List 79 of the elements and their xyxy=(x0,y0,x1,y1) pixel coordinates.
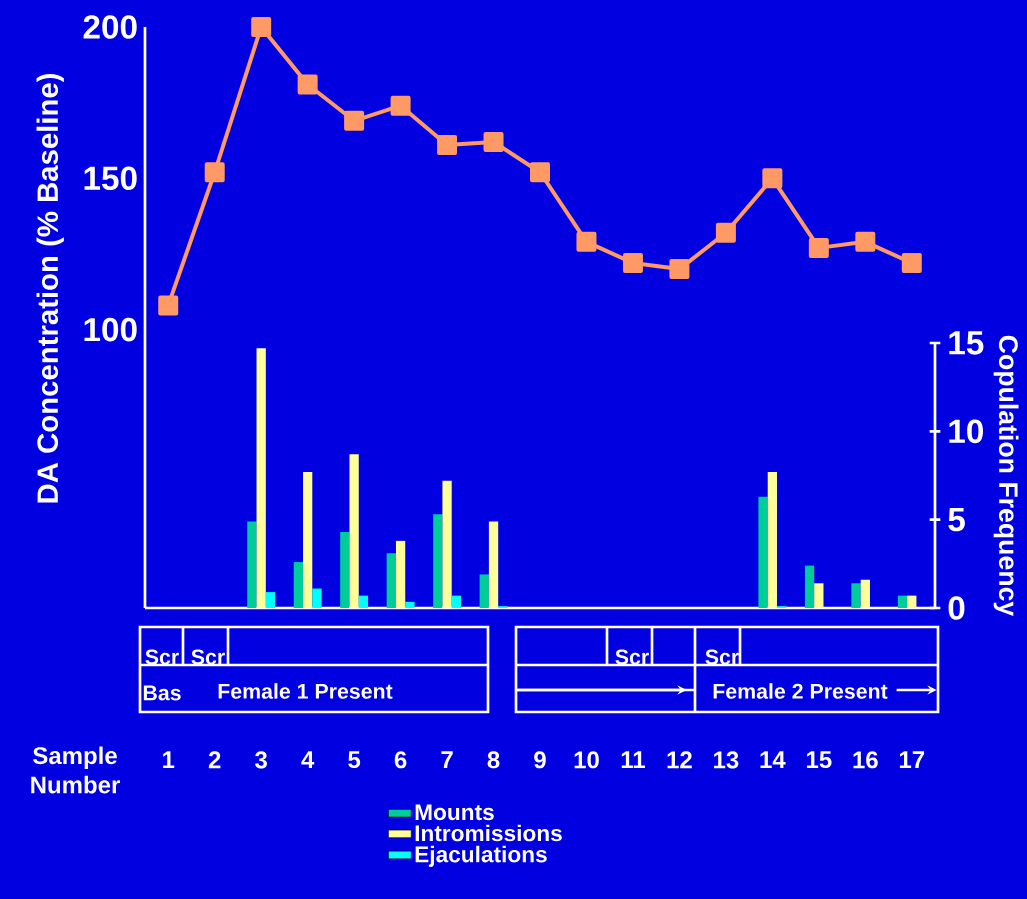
point xyxy=(390,95,411,116)
point xyxy=(344,110,365,131)
point xyxy=(901,253,922,274)
x-tick-label: 2 xyxy=(208,751,221,769)
bar xyxy=(767,471,778,608)
point xyxy=(251,16,272,37)
bar xyxy=(442,480,452,608)
x-tick-label: 5 xyxy=(348,751,361,769)
text: Scr xyxy=(145,649,179,665)
bar xyxy=(907,595,917,608)
bar xyxy=(897,595,908,608)
bar xyxy=(312,588,322,608)
x-tick-label: 16 xyxy=(853,751,878,769)
point xyxy=(576,231,597,252)
point xyxy=(762,168,783,189)
x-axis-title: Sample Number xyxy=(31,746,120,794)
bar xyxy=(758,496,768,608)
y-axis-title: DA Concentration (% Baseline) xyxy=(36,73,64,503)
point xyxy=(158,295,179,316)
bar xyxy=(814,583,824,608)
x-tick-label: 14 xyxy=(760,751,786,768)
point xyxy=(204,162,225,183)
text: Female 2 Present xyxy=(713,683,888,699)
y2-tick-label: 0 xyxy=(948,596,965,620)
point xyxy=(297,74,318,95)
point xyxy=(808,237,829,258)
legend-label: Intromissions xyxy=(415,824,562,842)
point xyxy=(855,231,876,252)
bar xyxy=(340,532,350,608)
text: Female 1 Present xyxy=(218,683,393,699)
x-tick-label: 9 xyxy=(534,751,546,769)
bar xyxy=(386,553,396,608)
text: Scr xyxy=(705,649,739,665)
x-tick-label: 15 xyxy=(806,751,832,769)
x-tick-label: 13 xyxy=(714,751,739,769)
bar xyxy=(488,521,499,608)
bar xyxy=(293,562,303,608)
bar xyxy=(851,583,861,608)
x-tick-label: 12 xyxy=(667,751,692,769)
legend-label: Mounts xyxy=(415,804,494,821)
point xyxy=(669,259,690,280)
x-tick-label: 6 xyxy=(394,751,407,769)
y2-axis-title: Copulation Frequency xyxy=(993,335,1019,617)
bar xyxy=(479,574,489,608)
bar xyxy=(256,348,266,608)
y2-tick-label: 15 xyxy=(949,331,984,355)
bar xyxy=(405,601,415,608)
bar xyxy=(804,565,815,608)
text: Scr xyxy=(615,649,649,665)
x-tick-label: 11 xyxy=(621,751,645,768)
bar xyxy=(247,521,257,608)
point xyxy=(437,135,458,155)
bar xyxy=(395,540,406,608)
text: Bas xyxy=(143,685,181,701)
y-tick-label: 100 xyxy=(84,317,137,342)
y2-tick-label: 10 xyxy=(949,419,983,444)
legend-label: Ejaculations xyxy=(415,845,547,867)
point xyxy=(530,162,551,183)
x-tick-label: 7 xyxy=(441,751,453,768)
point xyxy=(483,131,504,152)
point xyxy=(622,253,643,274)
bar xyxy=(303,471,313,608)
y-tick-label: 150 xyxy=(84,166,137,191)
bar xyxy=(349,454,359,608)
y2-tick-label: 5 xyxy=(948,508,965,532)
x-tick-label: 8 xyxy=(487,751,500,769)
bar xyxy=(860,579,870,608)
x-tick-label: 1 xyxy=(163,751,175,768)
x-tick-label: 17 xyxy=(899,751,925,768)
x-tick-label: 4 xyxy=(301,751,315,768)
bar xyxy=(451,595,462,608)
x-tick-label: 3 xyxy=(255,751,267,769)
y-tick-label: 200 xyxy=(83,15,137,39)
point xyxy=(715,222,736,243)
bar xyxy=(358,595,369,608)
bar xyxy=(265,592,276,608)
text: Scr xyxy=(191,649,225,665)
x-tick-label: 10 xyxy=(574,751,599,769)
bar xyxy=(433,514,443,608)
